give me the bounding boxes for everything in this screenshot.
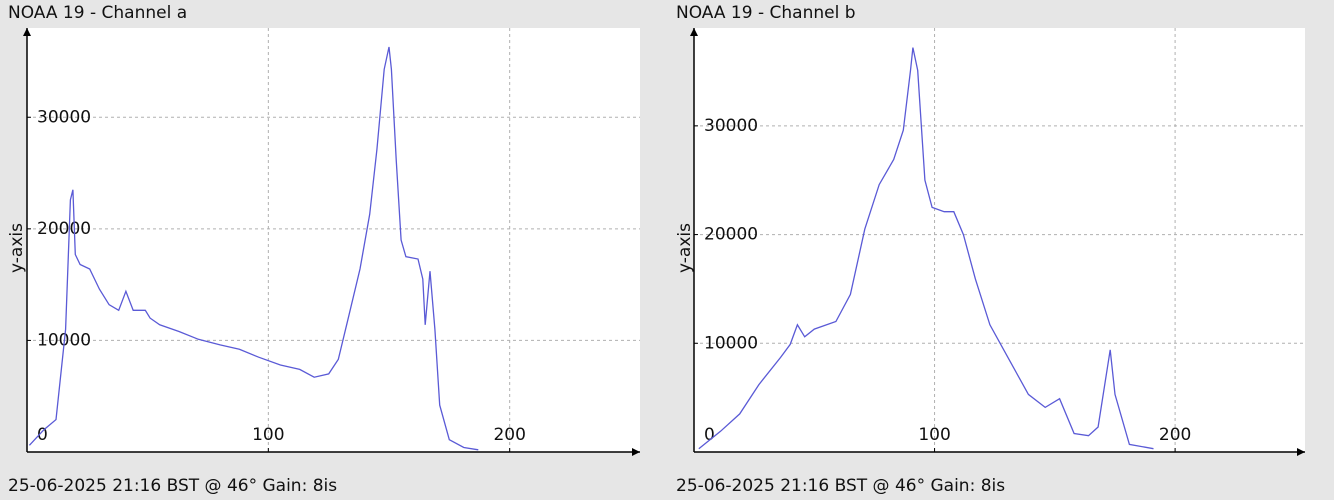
y-tick-label: 10000 — [704, 333, 758, 353]
data-line — [698, 47, 1154, 450]
y-tick-label: 20000 — [704, 225, 758, 245]
footer: 25-06-2025 21:16 BST @ 46° Gain: 8is — [8, 476, 337, 496]
plot-area — [27, 28, 640, 452]
y-axis-arrow — [23, 28, 31, 36]
x-axis-arrow — [1297, 448, 1305, 456]
y-tick-label: 0 — [37, 425, 48, 445]
x-tick-label: 200 — [1159, 425, 1191, 445]
x-tick-label: 100 — [918, 425, 950, 445]
y-axis-label: y-axis — [675, 223, 695, 273]
y-tick-label: 20000 — [37, 219, 91, 239]
x-tick-label: 200 — [493, 425, 525, 445]
chart-title: NOAA 19 - Channel a — [8, 3, 187, 23]
y-axis-arrow — [690, 28, 698, 36]
chart-title: NOAA 19 - Channel b — [676, 3, 856, 23]
x-axis-arrow — [632, 448, 640, 456]
y-tick-label: 30000 — [704, 116, 758, 136]
y-tick-label: 0 — [704, 425, 715, 445]
data-line — [28, 46, 479, 451]
chart-panel: NOAA 19 - Channel a 25-06-2025 21:16 BST … — [7, 3, 640, 496]
y-tick-label: 30000 — [37, 107, 91, 127]
plot-area — [694, 28, 1305, 452]
footer: 25-06-2025 21:16 BST @ 46° Gain: 8is — [676, 476, 1005, 496]
y-axis-label: y-axis — [7, 223, 27, 273]
chart-panel: NOAA 19 - Channel b 25-06-2025 21:16 BST … — [675, 3, 1305, 496]
x-tick-label: 100 — [252, 425, 284, 445]
